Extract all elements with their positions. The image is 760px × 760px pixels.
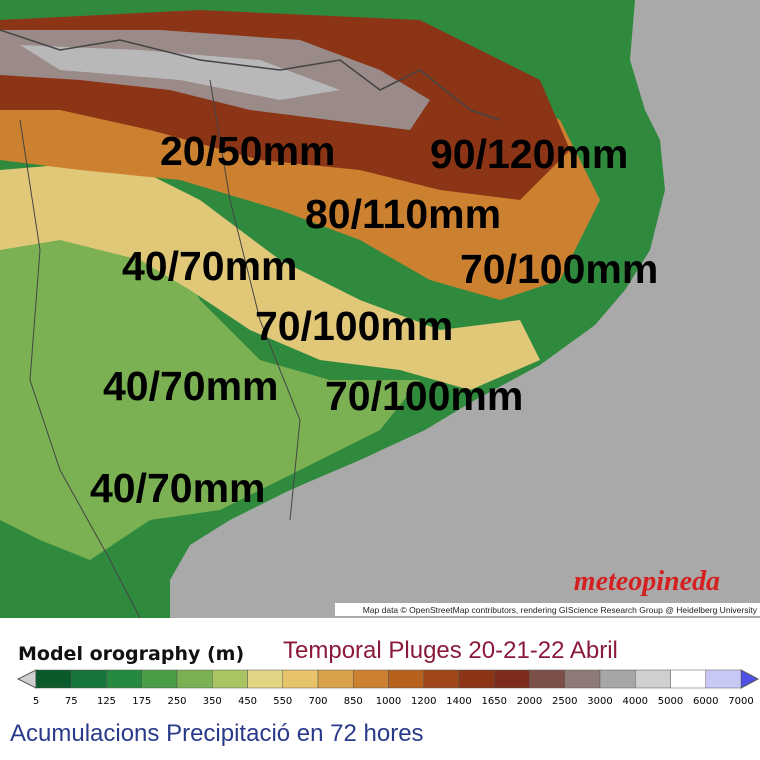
border [0,29,501,121]
colorbar-box [353,669,389,689]
colorbar-tick-label: 350 [203,696,222,707]
colorbar-tick-label: 5 [33,696,39,707]
colorbar-box [494,669,530,689]
colorbar-box [282,669,319,689]
colorbar-box [212,669,248,689]
colorbar-box [635,669,671,689]
precip-label: 90/120mm [430,131,628,177]
attribution: Map data © OpenStreetMap contributors, r… [363,605,758,615]
legend-title: Model orography (m) [18,643,244,665]
colorbar-arrow [740,669,760,689]
precip-label: 40/70mm [122,243,298,289]
colorbar-tick-label: 5000 [658,696,683,707]
colorbar-tick-label: 7000 [728,696,753,707]
colorbar-tick-label: 75 [65,696,78,707]
colorbar-tick-label: 450 [238,696,257,707]
precip-label: 40/70mm [103,363,279,409]
precip-label: 70/100mm [255,303,453,349]
colorbar-box [705,669,742,689]
colorbar-tick-label: 6000 [693,696,718,707]
colorbar-box [564,669,601,689]
colorbar-tick-label: 1650 [482,696,507,707]
colorbar-arrow [16,669,37,689]
colorbar-box [423,669,460,689]
colorbar-box [35,669,72,689]
colorbar-box [141,669,178,689]
colorbar-tick-label: 1400 [446,696,471,707]
colorbar-tick-label: 250 [167,696,186,707]
colorbar-tick-label: 125 [97,696,116,707]
precip-label: 70/100mm [325,373,523,419]
precip-label: 70/100mm [460,246,658,292]
colorbar-tick-label: 175 [132,696,151,707]
colorbar-box [599,669,636,689]
colorbar-box [106,669,142,689]
colorbar-tick-label: 700 [308,696,327,707]
colorbar-tick-label: 2500 [552,696,577,707]
colorbar: 5 75 125 175 250 350 450 550 700 850 1000 1200 1400 1… [16,669,760,707]
hills [0,160,540,390]
attribution-bg [335,603,760,616]
map: 20/50mm 90/120mm 80/110mm 40/70mm 70/100… [0,0,760,619]
caption: Acumulacions Precipitació en 72 hores [10,720,424,747]
precip-label: 80/110mm [305,191,501,237]
colorbar-box [176,669,213,689]
colorbar-box [247,669,283,689]
colorbar-box [317,669,354,689]
colorbar-tick-label: 4000 [623,696,648,707]
colorbar-tick-label: 850 [344,696,363,707]
colorbar-box [529,669,565,689]
high-peaks [20,45,340,100]
colorbar-box [458,669,495,689]
colorbar-tick-label: 3000 [587,696,612,707]
colorbar-box [71,669,107,689]
logo: meteopineda [574,566,720,597]
colorbar-tick-label: 1000 [376,696,401,707]
precip-label: 40/70mm [90,465,266,511]
subtitle: Temporal Pluges 20-21-22 Abril [283,637,618,664]
colorbar-tick-label: 1200 [411,696,436,707]
border [19,119,141,619]
precip-label: 20/50mm [160,128,336,174]
lowland [0,190,420,560]
colorbar-tick-label: 2000 [517,696,542,707]
colorbar-box [670,669,706,689]
colorbar-tick-label: 550 [273,696,292,707]
colorbar-box [388,669,424,689]
border [209,79,301,521]
